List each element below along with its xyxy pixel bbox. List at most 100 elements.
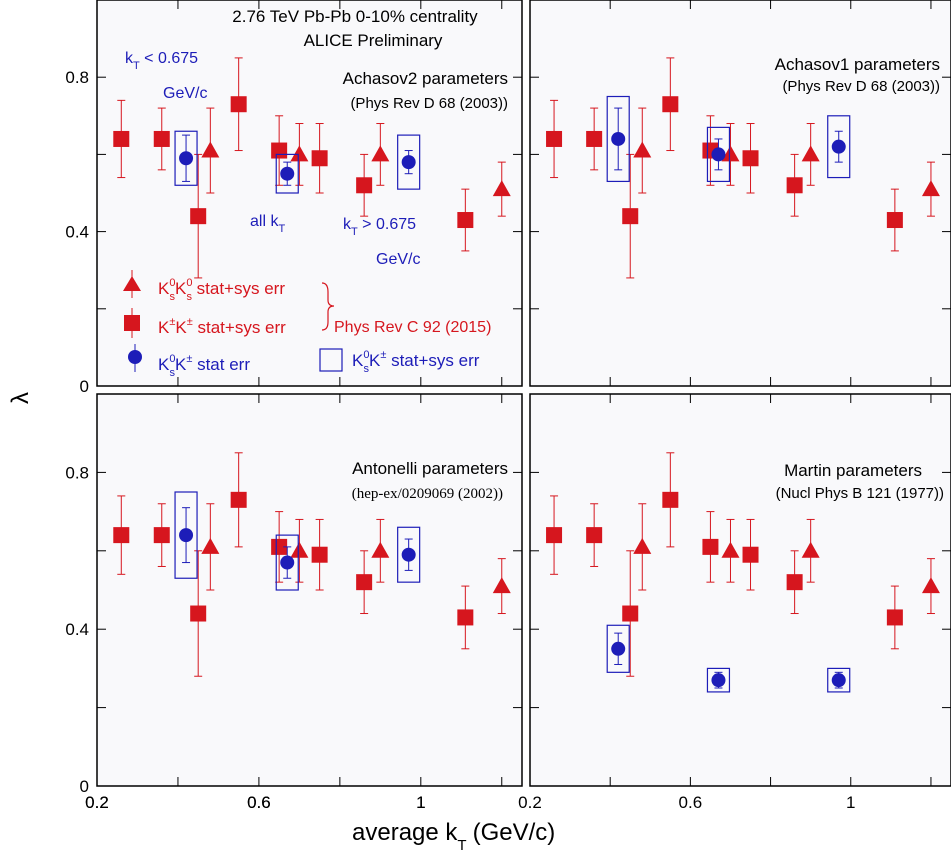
legend-circle-entry: K0 sK± stat err [128, 344, 250, 379]
x-axis-label: average kT (GeV/c) [352, 819, 555, 854]
annotation-low-kt: kT < 0.675 GeV/c [125, 50, 207, 102]
annotation-low-kt-k: k [125, 50, 134, 67]
square-point [786, 574, 803, 591]
legend-box-k2: K [369, 351, 381, 370]
panel-bottom-right: 0.2 0.6 1 Martin parameters (Nucl Phys B 121… [518, 393, 951, 812]
panel-frame [96, 393, 523, 787]
syserr-box [827, 115, 851, 179]
x-axis-label-unit: (GeV/c) [473, 819, 556, 846]
panel-frame [529, 0, 951, 387]
syserr-box [275, 534, 299, 591]
legend-square-text: stat+sys err [193, 318, 286, 337]
syserr-box [275, 153, 299, 194]
square-point [230, 96, 247, 113]
legend-square-entry: K±K± stat+sys err [124, 308, 286, 338]
circle-point [401, 547, 416, 562]
square-point [622, 605, 639, 622]
annotation-high-kt-sub: T [351, 226, 358, 238]
panel-subtitle: (Nucl Phys B 121 (1977)) [776, 485, 944, 502]
square-point [886, 609, 903, 626]
square-point [271, 142, 288, 159]
svg-text:all kT: all kT [250, 213, 285, 235]
square-point [356, 574, 373, 591]
panel-top-right: Achasov1 parameters (Phys Rev D 68 (2003)… [529, 0, 951, 387]
legend: K0 sK0 s stat+sys err K±K± stat+sys err K0… [123, 270, 491, 379]
square-point [742, 150, 759, 167]
legend-triangle-k2: K [175, 279, 187, 298]
circle-point [831, 673, 846, 688]
square-point [702, 538, 719, 555]
legend-triangle-sup2: 0 [186, 277, 192, 289]
square-point [742, 546, 759, 563]
triangle-point [721, 541, 740, 558]
legend-triangle-text: stat+sys err [192, 279, 285, 298]
legend-square-marker [124, 315, 140, 331]
square-point [886, 212, 903, 229]
y-tick-label: 0 [80, 777, 89, 796]
legend-triangle-k: K [158, 279, 170, 298]
triangle-point [921, 577, 940, 594]
triangle-point [290, 145, 309, 162]
x-tick-label: 0.6 [247, 793, 271, 812]
x-axis-label-sub: T [457, 837, 466, 854]
x-tick-label: 1 [416, 793, 425, 812]
syserr-box [397, 134, 421, 190]
legend-square-k: K [158, 318, 170, 337]
square-point [662, 96, 679, 113]
panel-title: Antonelli parameters [352, 459, 508, 478]
annotation-high-kt-unit: GeV/c [376, 251, 420, 268]
legend-triangle-entry: K0 sK0 s stat+sys err [123, 270, 285, 303]
square-point [153, 527, 170, 544]
svg-text:kT < 0.675: kT < 0.675 [125, 50, 198, 72]
circle-point [401, 155, 416, 170]
syserr-box [827, 667, 851, 693]
square-point [311, 150, 328, 167]
legend-brace [321, 282, 335, 331]
syserr-box [397, 526, 421, 583]
legend-square-sup1: ± [169, 316, 175, 328]
circle-point [179, 151, 194, 166]
panel-title: Achasov2 parameters [343, 69, 508, 88]
x-tick-label: 0.2 [85, 793, 109, 812]
legend-square-sup2: ± [187, 316, 193, 328]
annotation-low-kt-sub: T [133, 60, 140, 72]
legend-circle-text: stat err [192, 355, 250, 374]
legend-box-entry: K0 sK± stat+sys err [319, 348, 480, 375]
triangle-point [801, 145, 820, 162]
square-point [356, 177, 373, 194]
legend-triangle-sub2: s [186, 291, 192, 303]
triangle-point [492, 180, 511, 197]
y-tick-label: 0 [80, 377, 89, 396]
syserr-box [706, 126, 731, 183]
annotation-high-kt: kT > 0.675 GeV/c [343, 216, 420, 268]
circle-point [179, 528, 194, 543]
y-tick-label: 0.8 [65, 68, 89, 87]
legend-box-text: stat+sys err [386, 351, 479, 370]
legend-box-sub1: s [363, 363, 369, 375]
circle-point [711, 147, 726, 162]
triangle-point [633, 141, 652, 158]
circle-point [611, 641, 626, 656]
triangle-point [371, 541, 390, 558]
annotation-low-kt-unit: GeV/c [163, 85, 207, 102]
panel-top-left: 0.2 0.6 1 0 0.4 0.8 Achasov2 parameters (Phys R… [65, 0, 523, 812]
square-point [662, 491, 679, 508]
legend-circle-sup2: ± [186, 353, 192, 365]
x-tick-label: 0.6 [679, 793, 703, 812]
triangle-point [921, 180, 940, 197]
triangle-point [721, 145, 740, 162]
annotation-high-kt-k: k [343, 216, 352, 233]
triangle-point [290, 541, 309, 558]
panel-frame [96, 0, 523, 387]
svg-text:kT > 0.675: kT > 0.675 [343, 216, 416, 238]
legend-circle-k2: K [175, 355, 187, 374]
svg-text:K±K± stat+sys err: K±K± stat+sys err [158, 316, 286, 337]
panel-subtitle: (hep-ex/0209069 (2002)) [352, 486, 503, 502]
x-tick-label: 0.6 [247, 793, 271, 812]
square-point [546, 527, 563, 544]
legend-circle-sup1: 0 [169, 353, 175, 365]
